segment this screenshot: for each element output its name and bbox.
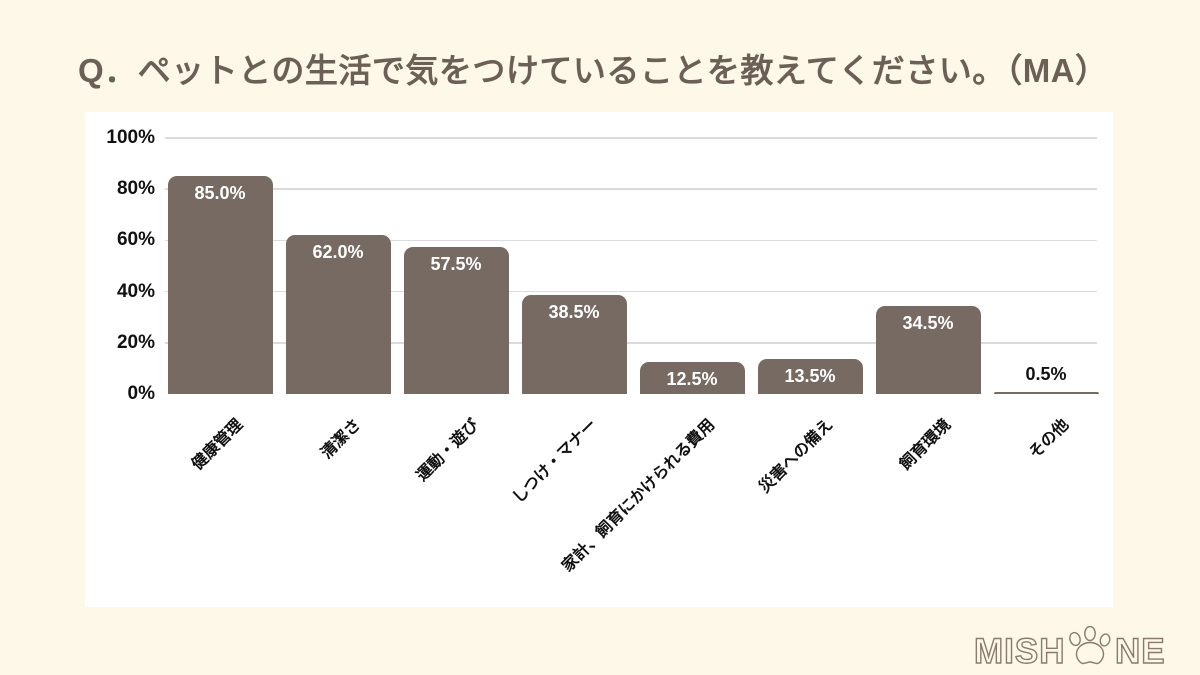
y-axis-tick-label: 0% [127, 383, 155, 404]
bar-4 [521, 295, 627, 394]
gridline-80 [165, 188, 1097, 190]
logo-text-right: NE [1115, 632, 1166, 671]
bar-value-label: 85.0% [194, 183, 246, 204]
y-axis-tick-label: 40% [116, 280, 155, 302]
x-axis-category-label: 運動・遊び [413, 416, 483, 485]
bar-1 [167, 176, 273, 394]
gridline-40 [165, 290, 1097, 293]
bar-value-label: 34.5% [902, 312, 954, 333]
paw-icon [1069, 625, 1111, 665]
x-axis-category-label: しつけ・マナー [509, 416, 601, 507]
y-axis-tick-label: 20% [116, 331, 155, 353]
bar-value-label: 0.5% [1025, 364, 1067, 384]
bar-value-label: 13.5% [784, 366, 836, 387]
x-axis-category-label: その他 [1026, 416, 1073, 463]
bar-value-label: 57.5% [430, 253, 482, 274]
bar-7 [875, 305, 981, 394]
bar-value-label: 12.5% [666, 369, 718, 389]
bar-2 [285, 235, 391, 394]
bar-3 [403, 246, 509, 394]
gridline-20 [165, 342, 1097, 344]
bar-value-label: 62.0% [312, 242, 364, 263]
chart-panel: 0% 20% 40% 60% 80% 100% 85.0% 健康管理 62.0% 清潔さ 57.5%… [85, 112, 1113, 607]
bar-6 [757, 359, 863, 394]
x-axis-category-label: 飼育環境 [896, 416, 955, 474]
logo-text-left: MISH [974, 632, 1066, 671]
y-axis-tick-label: 100% [106, 127, 155, 148]
chart-title: Q．ペットとの生活で気をつけていることを教えてください。（MA） [78, 52, 1109, 89]
brand-logo: MISH NE [973, 625, 1169, 672]
y-axis-tick-label: 80% [116, 178, 155, 200]
bar-value-label: 38.5% [548, 302, 600, 323]
gridline-60 [165, 239, 1097, 242]
x-axis-category-label: 災害への備え [756, 416, 837, 497]
bar-5 [639, 362, 745, 394]
x-axis-category-label: 健康管理 [188, 416, 247, 474]
x-axis-category-label: 清潔さ [318, 416, 365, 463]
y-axis-tick-label: 60% [116, 229, 155, 251]
brand-logo-graphic: MISH NE [973, 625, 1166, 672]
bar-8 [993, 392, 1099, 394]
gridline-100 [165, 137, 1097, 139]
